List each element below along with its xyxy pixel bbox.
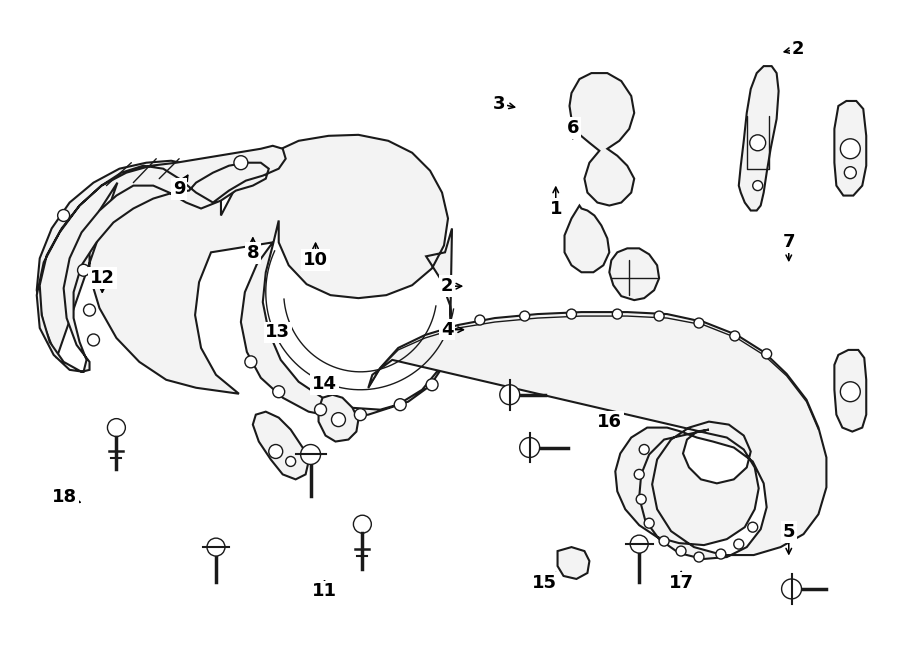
Circle shape [634,469,644,479]
Circle shape [654,311,664,321]
Polygon shape [834,350,866,432]
Circle shape [659,536,669,546]
Text: 9: 9 [173,180,185,198]
Text: 1: 1 [550,200,562,218]
Text: 3: 3 [493,95,506,113]
Circle shape [394,399,406,410]
Polygon shape [557,547,590,579]
Circle shape [841,139,860,159]
Text: 8: 8 [247,244,259,262]
Polygon shape [253,412,309,479]
Circle shape [752,181,762,191]
Circle shape [426,379,438,391]
Circle shape [841,382,860,402]
Circle shape [694,318,704,328]
Text: 12: 12 [90,269,115,287]
Circle shape [77,264,89,276]
Circle shape [750,135,766,151]
Circle shape [355,408,366,420]
Circle shape [761,349,771,359]
Circle shape [107,418,125,436]
Text: 18: 18 [52,488,77,506]
Polygon shape [834,101,866,195]
Circle shape [676,546,686,556]
Circle shape [612,309,622,319]
Circle shape [781,579,802,599]
Circle shape [301,444,320,465]
Polygon shape [319,395,358,442]
Circle shape [273,386,284,398]
Text: 15: 15 [532,574,556,592]
Circle shape [269,444,283,459]
Text: 13: 13 [266,323,291,342]
Circle shape [566,309,577,319]
Text: 2: 2 [441,277,454,295]
Text: 4: 4 [441,320,454,339]
Circle shape [245,356,256,368]
Text: 7: 7 [782,233,795,251]
Circle shape [315,404,327,416]
Polygon shape [739,66,778,211]
Polygon shape [37,135,452,418]
Circle shape [716,549,725,559]
Polygon shape [37,146,285,372]
Circle shape [644,518,654,528]
Circle shape [84,304,95,316]
Circle shape [500,385,519,404]
Text: 17: 17 [669,574,694,592]
Circle shape [730,331,740,341]
Circle shape [630,535,648,553]
Circle shape [234,156,248,169]
Polygon shape [570,73,634,205]
Polygon shape [564,205,609,272]
Circle shape [58,209,69,222]
Circle shape [87,334,100,346]
Text: 14: 14 [312,375,337,393]
Text: 6: 6 [566,119,579,137]
Circle shape [207,538,225,556]
Polygon shape [368,312,826,559]
Circle shape [748,522,758,532]
Circle shape [519,311,530,321]
Circle shape [331,412,346,426]
Circle shape [636,495,646,504]
Circle shape [519,438,540,457]
Circle shape [354,515,372,533]
Text: 11: 11 [312,583,337,600]
Circle shape [285,457,296,467]
Circle shape [694,552,704,562]
Circle shape [734,539,743,549]
Text: 10: 10 [303,251,328,269]
Text: 16: 16 [597,413,622,431]
Text: 2: 2 [791,40,804,58]
Polygon shape [609,248,659,300]
Circle shape [844,167,856,179]
Text: 5: 5 [782,523,795,541]
Circle shape [639,444,649,455]
Circle shape [475,315,485,325]
